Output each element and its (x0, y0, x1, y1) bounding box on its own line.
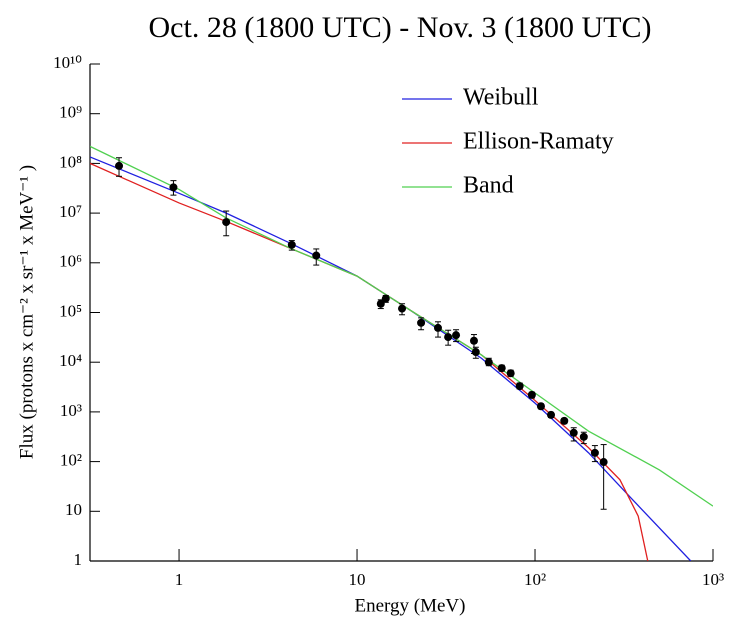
y-tick-label: 1 (74, 550, 83, 569)
data-point (536, 402, 545, 411)
data-point (599, 458, 608, 467)
chart-title: Oct. 28 (1800 UTC) - Nov. 3 (1800 UTC) (149, 11, 652, 44)
y-tick-label: 10¹⁰ (53, 53, 82, 72)
data-point (381, 294, 390, 303)
data-point (471, 348, 480, 357)
y-tick-label: 10⁴ (59, 351, 82, 370)
data-point (527, 390, 536, 399)
x-axis-label: Energy (MeV) (355, 595, 466, 616)
data-point (469, 336, 478, 345)
legend-label: Ellison-Ramaty (463, 129, 614, 155)
y-tick-label: 10⁶ (59, 252, 82, 271)
y-tick-label: 10 (65, 500, 82, 519)
x-tick-label: 10 (349, 570, 366, 589)
data-point (569, 428, 578, 437)
legend-label: Band (463, 173, 514, 199)
x-tick-label: 1 (175, 570, 184, 589)
data-point (547, 410, 556, 419)
y-tick-label: 10² (60, 451, 82, 470)
x-tick-label: 10² (524, 570, 546, 589)
data-point (497, 364, 506, 373)
data-point (398, 304, 407, 313)
curve (90, 145, 713, 507)
x-tick-label: 10³ (702, 570, 724, 589)
y-tick-label: 10⁷ (59, 202, 82, 221)
data-point (452, 331, 461, 340)
curve (90, 156, 692, 561)
y-axis-label: Flux (protons x cm⁻² x sr⁻¹ x MeV⁻¹ ) (16, 165, 37, 459)
data-point (417, 318, 426, 327)
curve (90, 162, 649, 561)
y-tick-label: 10³ (60, 401, 82, 420)
data-point (515, 382, 524, 391)
data-point (115, 161, 124, 170)
data-point (312, 251, 321, 260)
data-point (222, 218, 231, 227)
data-point (590, 448, 599, 457)
legend-label: Weibull (463, 85, 539, 111)
data-point (579, 432, 588, 441)
data-point (433, 323, 442, 332)
data-point (484, 358, 493, 367)
y-tick-label: 10⁵ (59, 301, 82, 320)
data-point (376, 299, 385, 308)
data-point (169, 183, 178, 192)
data-point (444, 333, 453, 342)
y-tick-label: 10⁹ (59, 103, 82, 122)
y-tick-label: 10⁸ (59, 152, 82, 171)
data-point (287, 240, 296, 249)
data-point (506, 369, 515, 378)
data-point (560, 416, 569, 425)
